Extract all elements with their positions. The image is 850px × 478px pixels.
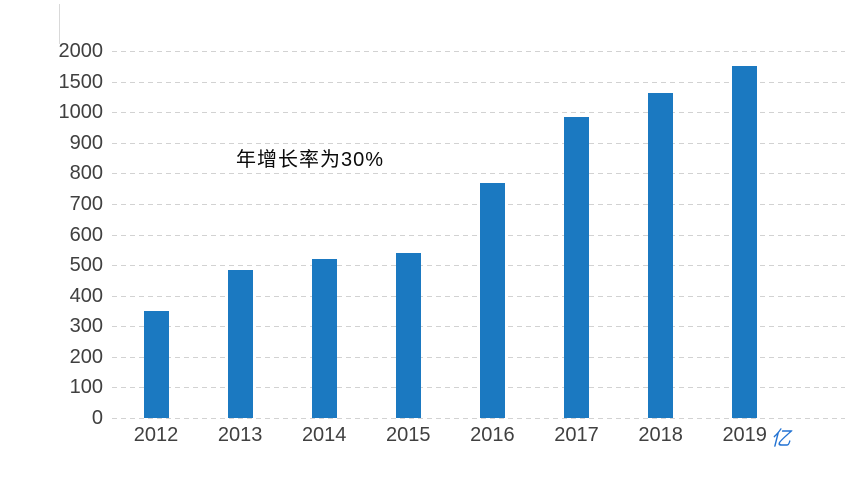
- bar-2015: [395, 252, 421, 418]
- x-tick-label: 2018: [638, 424, 683, 446]
- gridline: [112, 387, 845, 389]
- bar-2016: [479, 182, 505, 418]
- y-axis-line: [59, 4, 60, 44]
- y-tick-label: 400: [69, 284, 103, 307]
- gridline: [112, 234, 845, 236]
- bar-2017: [564, 116, 589, 418]
- y-tick-label: 0: [91, 407, 103, 429]
- y-tick-label: 800: [69, 162, 103, 185]
- bar-2019: [732, 66, 758, 418]
- x-tick-label: 2013: [217, 424, 263, 446]
- x-tick-label: 2015: [386, 424, 431, 446]
- gridline: [112, 112, 845, 114]
- y-tick-label: 100: [69, 376, 103, 399]
- x-tick-label: 2014: [301, 424, 347, 446]
- y-tick-label: 500: [69, 254, 103, 277]
- y-tick-label: 600: [69, 223, 103, 246]
- y-tick-label: 1000: [58, 101, 104, 124]
- bar-2014: [311, 258, 337, 418]
- x-tick-label: 2019: [722, 424, 767, 446]
- x-tick-label: 2017: [554, 424, 599, 446]
- y-tick-label: 300: [69, 315, 103, 338]
- gridline: [112, 203, 845, 205]
- bar-2018: [648, 92, 674, 418]
- y-tick-label: 200: [69, 345, 103, 368]
- bar-2013: [227, 269, 253, 418]
- y-unit-label: 亿: [770, 428, 791, 450]
- gridline: [112, 81, 845, 83]
- gridline: [112, 356, 845, 358]
- gridline: [112, 326, 845, 328]
- gridline: [112, 265, 845, 267]
- y-tick-label: 700: [69, 192, 103, 215]
- gridline: [112, 142, 845, 144]
- gridline: [112, 51, 845, 52]
- gridline: [112, 418, 845, 419]
- gridline: [112, 173, 845, 175]
- x-tick-label: 2016: [470, 424, 515, 446]
- y-tick-label: 2000: [58, 40, 104, 62]
- gridline: [112, 295, 845, 297]
- y-tick-label: 900: [69, 131, 103, 154]
- y-tick-label: 1500: [58, 70, 104, 93]
- growth-rate-annotation: 年增长率为30%: [236, 149, 385, 171]
- bar-2012: [143, 310, 169, 418]
- x-tick-label: 2012: [133, 424, 179, 446]
